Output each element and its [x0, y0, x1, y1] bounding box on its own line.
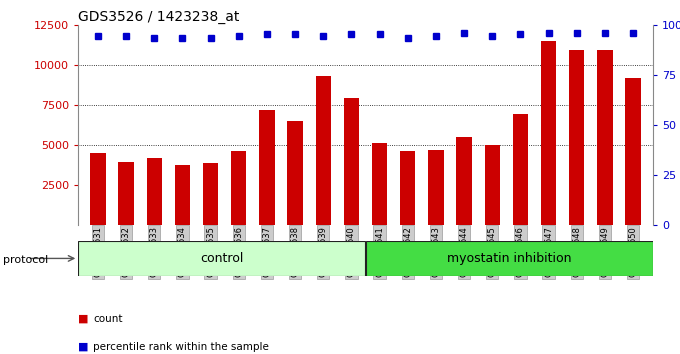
- Bar: [90, 153, 105, 225]
- Bar: [541, 41, 556, 225]
- Bar: [366, 241, 653, 276]
- Text: count: count: [93, 314, 122, 324]
- Bar: [569, 50, 585, 225]
- Bar: [456, 137, 472, 225]
- Bar: [175, 165, 190, 225]
- Bar: [513, 114, 528, 225]
- Bar: [78, 241, 365, 276]
- Bar: [231, 151, 246, 225]
- Bar: [146, 158, 162, 225]
- Text: control: control: [200, 252, 243, 265]
- Text: ■: ■: [78, 342, 88, 352]
- Bar: [203, 163, 218, 225]
- Text: ■: ■: [78, 314, 88, 324]
- Bar: [597, 50, 613, 225]
- Bar: [626, 78, 641, 225]
- Bar: [400, 151, 415, 225]
- Bar: [316, 76, 331, 225]
- Text: protocol: protocol: [3, 255, 49, 265]
- Text: GDS3526 / 1423238_at: GDS3526 / 1423238_at: [78, 10, 239, 24]
- Bar: [485, 145, 500, 225]
- Bar: [288, 121, 303, 225]
- Bar: [118, 162, 134, 225]
- Text: myostatin inhibition: myostatin inhibition: [447, 252, 571, 265]
- Bar: [428, 150, 443, 225]
- Text: percentile rank within the sample: percentile rank within the sample: [93, 342, 269, 352]
- Bar: [372, 143, 388, 225]
- Bar: [259, 110, 275, 225]
- Bar: [343, 98, 359, 225]
